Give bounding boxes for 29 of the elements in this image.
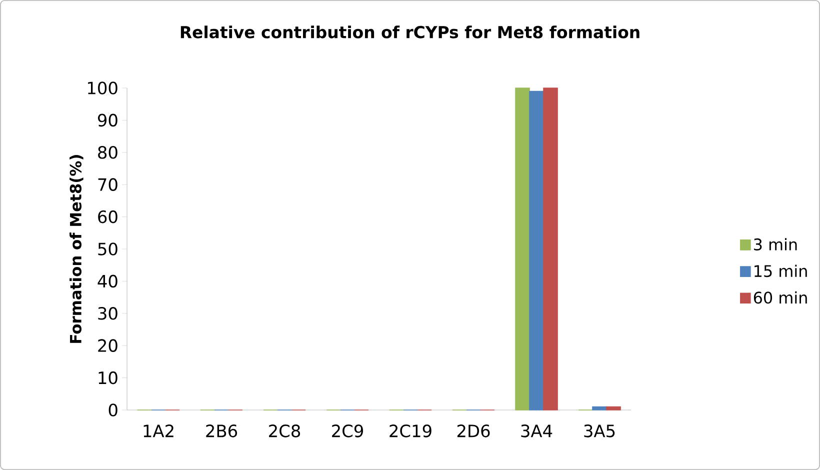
y-tick-label: 90 xyxy=(98,114,118,127)
bar xyxy=(543,88,558,410)
x-tick-label: 2C8 xyxy=(269,424,300,438)
x-tick-label: 3A5 xyxy=(584,424,615,438)
y-tick-label: 10 xyxy=(98,371,118,384)
y-tick-label: 50 xyxy=(98,242,118,256)
legend-label: 15 min xyxy=(754,264,807,278)
y-tick-label: 40 xyxy=(98,274,118,288)
legend-label: 60 min xyxy=(754,291,807,304)
bar xyxy=(529,90,544,410)
y-tick-label: 0 xyxy=(108,404,118,416)
bar xyxy=(606,406,621,410)
x-tick-label: 2D6 xyxy=(457,424,490,438)
y-tick-label: 100 xyxy=(88,82,118,94)
bar xyxy=(515,88,530,410)
x-tick-label: 2C19 xyxy=(390,424,432,438)
y-tick-label: 30 xyxy=(98,306,118,320)
x-tick-label: 1A2 xyxy=(144,424,174,438)
y-tick-label: 80 xyxy=(98,146,118,159)
x-tick-label: 3A4 xyxy=(521,424,552,438)
chart-title: Relative contribution of rCYPs for Met8 formation xyxy=(180,26,640,38)
bar xyxy=(592,406,607,410)
x-tick-label: 2B6 xyxy=(206,424,238,438)
y-axis-title: Formation of Met8(%) xyxy=(70,155,84,343)
y-tick-label: 20 xyxy=(98,339,118,352)
legend-label: 3 min xyxy=(754,238,797,250)
x-tick-label: 2C9 xyxy=(332,424,363,438)
y-tick-label: 60 xyxy=(98,210,118,224)
y-tick-label: 70 xyxy=(98,178,118,191)
